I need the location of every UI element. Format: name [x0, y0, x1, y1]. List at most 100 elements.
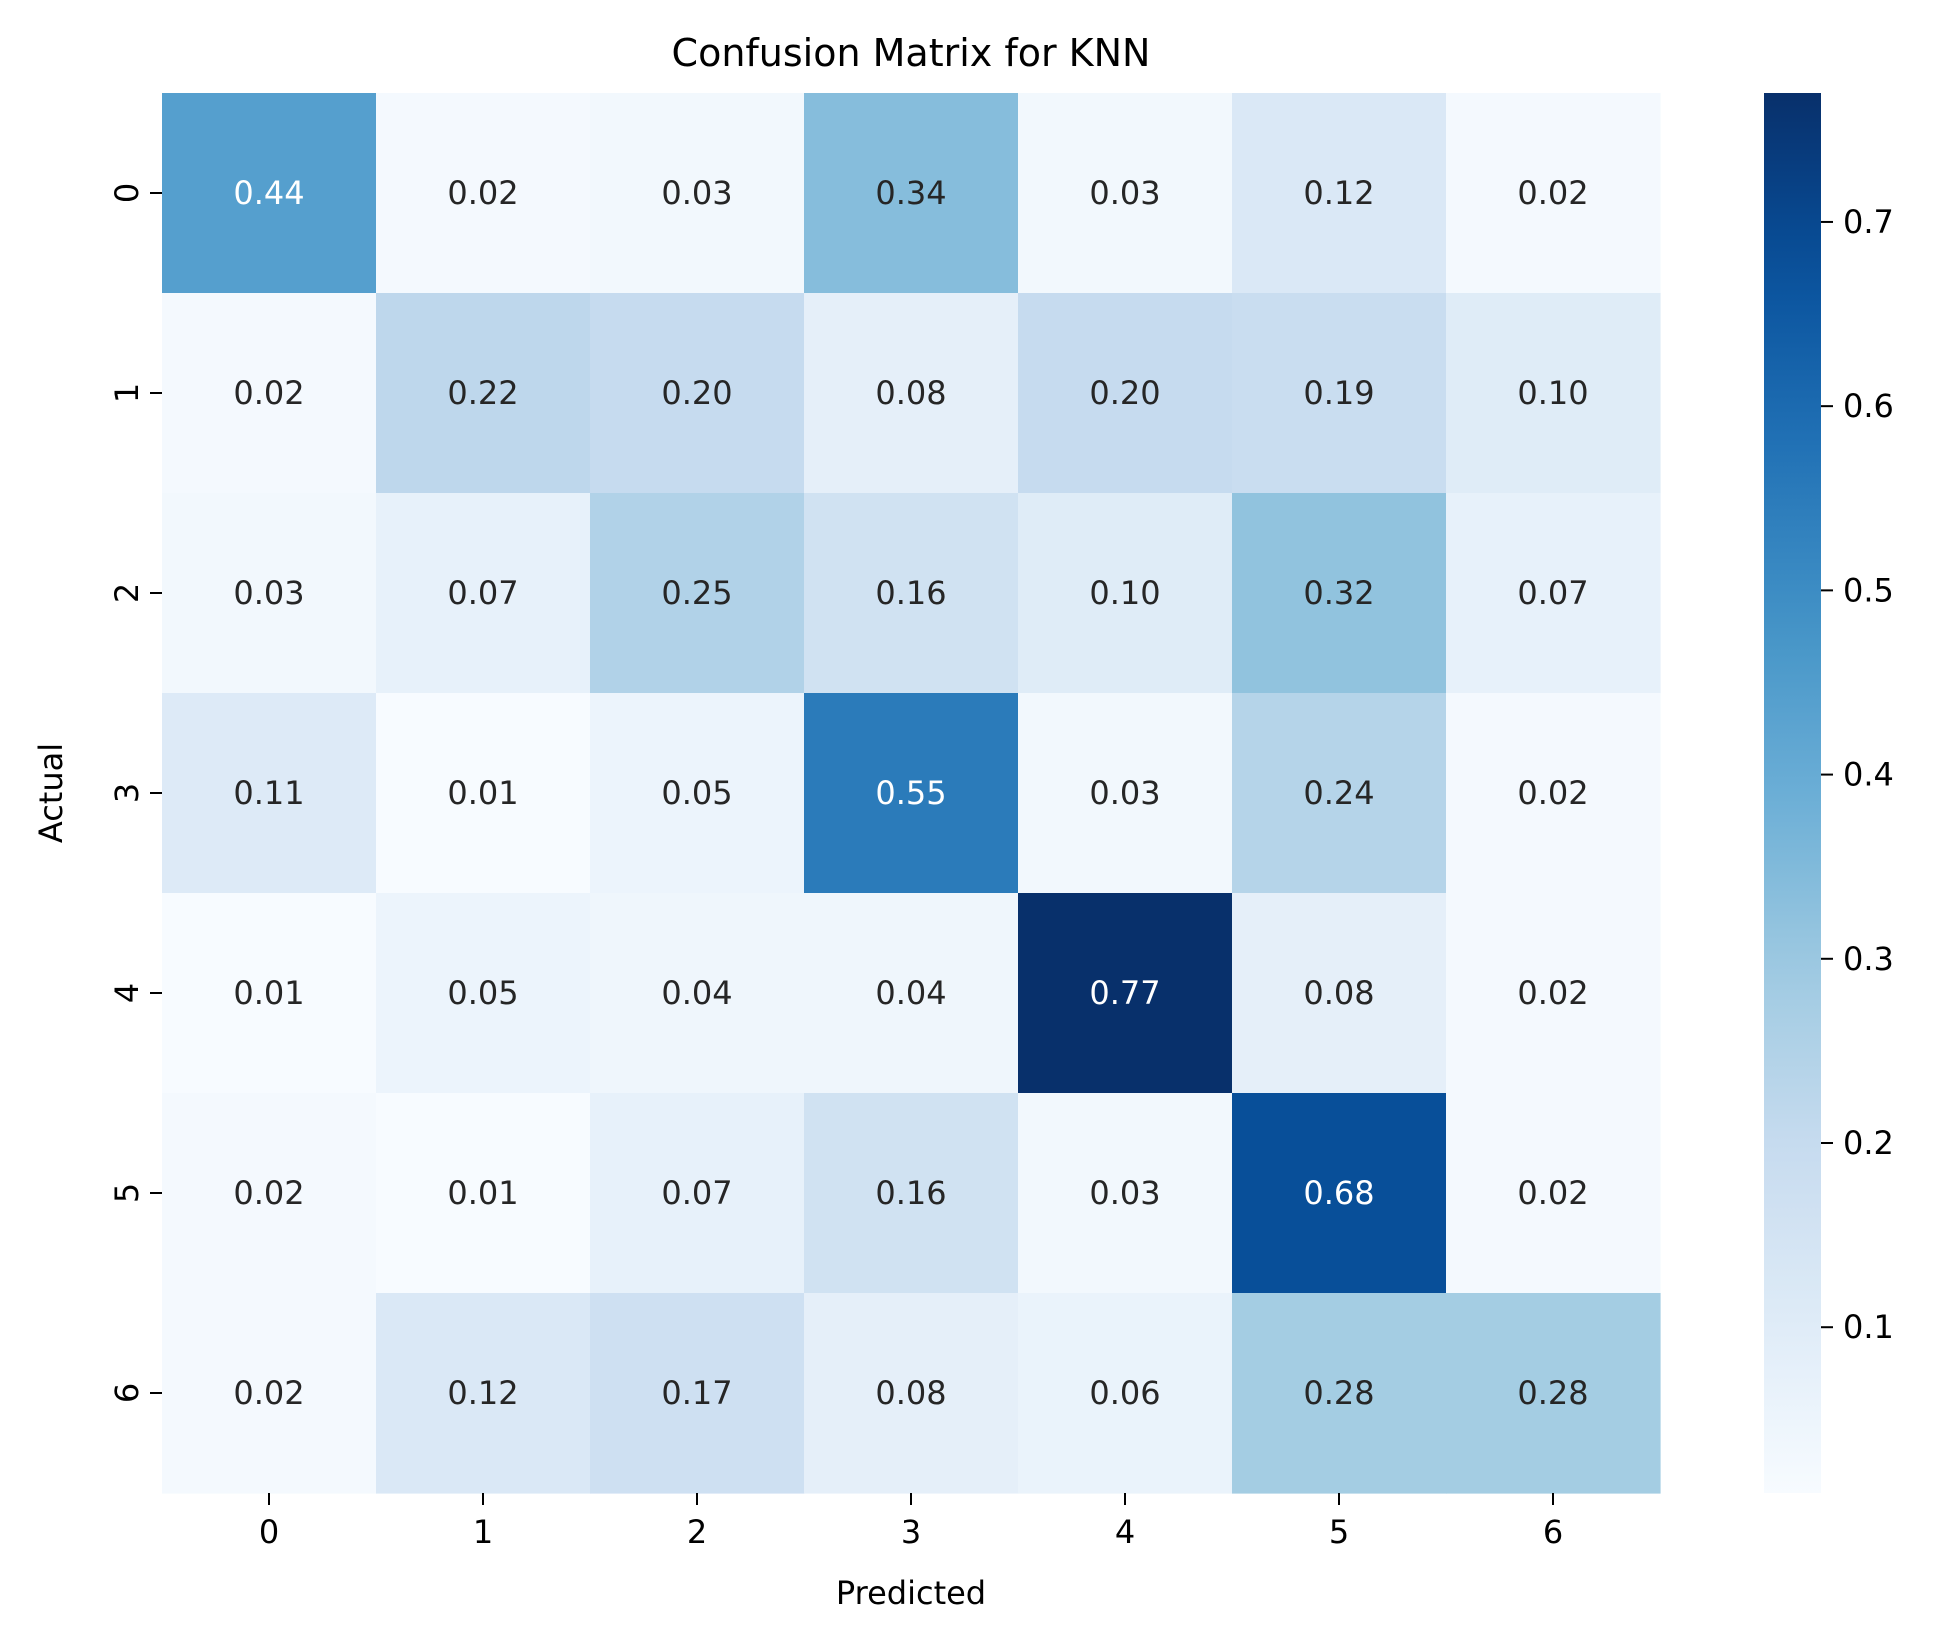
heatmap-cell	[804, 693, 1019, 894]
cell-value-label: 0.20	[1089, 374, 1160, 412]
heatmap-cell	[162, 1093, 377, 1294]
x-tick-label: 4	[1115, 1513, 1135, 1551]
chart-title: Confusion Matrix for KNN	[672, 31, 1151, 75]
cell-value-label: 0.17	[661, 1374, 732, 1412]
y-tick-label: 5	[108, 1183, 146, 1203]
cell-value-label: 0.02	[233, 1174, 304, 1212]
x-axis-label: Predicted	[836, 1574, 986, 1612]
heatmap-cell	[1446, 493, 1661, 694]
cell-value-label: 0.05	[447, 974, 518, 1012]
heatmap-cell	[162, 93, 377, 294]
heatmap-cell	[1018, 693, 1233, 894]
heatmap-cell	[1446, 693, 1661, 894]
cell-value-label: 0.04	[875, 974, 946, 1012]
x-tick-label: 1	[473, 1513, 493, 1551]
heatmap-cell	[1446, 293, 1661, 494]
heatmap-cell	[376, 1293, 591, 1494]
cell-value-label: 0.07	[661, 1174, 732, 1212]
cell-value-label: 0.16	[875, 574, 946, 612]
cell-value-label: 0.01	[447, 774, 518, 812]
heatmap-cell	[1232, 293, 1447, 494]
cell-value-label: 0.68	[1303, 1174, 1374, 1212]
cell-value-label: 0.01	[233, 974, 304, 1012]
cell-value-label: 0.28	[1517, 1374, 1588, 1412]
heatmap-cell	[1018, 893, 1233, 1094]
cell-value-label: 0.44	[233, 174, 304, 212]
heatmap-cell	[376, 93, 591, 294]
heatmap-cell	[1018, 493, 1233, 694]
cell-value-label: 0.10	[1517, 374, 1588, 412]
cell-value-label: 0.03	[233, 574, 304, 612]
heatmap-cell	[162, 893, 377, 1094]
cell-value-label: 0.11	[233, 774, 304, 812]
y-tick-label: 0	[108, 183, 146, 203]
x-tick-label: 2	[687, 1513, 707, 1551]
heatmap-cell	[1232, 493, 1447, 694]
heatmap-cell	[590, 493, 805, 694]
y-tick-label: 6	[108, 1383, 146, 1403]
heatmap-cell	[590, 693, 805, 894]
heatmap-grid	[162, 93, 1661, 1494]
y-tick-label: 4	[108, 983, 146, 1003]
cell-value-label: 0.22	[447, 374, 518, 412]
heatmap-cell	[804, 93, 1019, 294]
y-axis-label: Actual	[32, 743, 70, 843]
heatmap-cell	[1446, 1293, 1661, 1494]
heatmap-cell	[376, 1093, 591, 1294]
heatmap-cell	[590, 1093, 805, 1294]
cell-value-label: 0.28	[1303, 1374, 1374, 1412]
cell-value-label: 0.24	[1303, 774, 1374, 812]
x-tick-label: 5	[1329, 1513, 1349, 1551]
heatmap-cell	[376, 493, 591, 694]
x-tick-label: 3	[901, 1513, 921, 1551]
cell-value-label: 0.12	[1303, 174, 1374, 212]
cell-value-label: 0.34	[875, 174, 946, 212]
heatmap-cell	[590, 1293, 805, 1494]
heatmap-cell	[590, 893, 805, 1094]
cell-value-label: 0.06	[1089, 1374, 1160, 1412]
heatmap-cell	[804, 293, 1019, 494]
heatmap-cell	[590, 293, 805, 494]
cell-value-label: 0.02	[1517, 974, 1588, 1012]
cell-value-label: 0.05	[661, 774, 732, 812]
heatmap-cell	[1446, 893, 1661, 1094]
colorbar-tick-label: 0.7	[1843, 203, 1894, 241]
colorbar: 0.1 0.2 0.3 0.4 0.5 0.6 0.7	[1764, 93, 1894, 1493]
heatmap-cell	[1232, 1093, 1447, 1294]
heatmap-cell	[590, 93, 805, 294]
heatmap-cell	[1018, 93, 1233, 294]
x-axis: 0 1 2 3 4 5 6	[259, 1493, 1563, 1551]
heatmap-cell	[1446, 93, 1661, 294]
heatmap-cell	[804, 1093, 1019, 1294]
colorbar-gradient	[1764, 93, 1821, 1493]
cell-value-label: 0.25	[661, 574, 732, 612]
heatmap-cell	[376, 893, 591, 1094]
heatmap-cell	[804, 493, 1019, 694]
cell-value-label: 0.02	[1517, 774, 1588, 812]
cell-value-label: 0.16	[875, 1174, 946, 1212]
colorbar-tick-label: 0.6	[1843, 387, 1894, 425]
heatmap-cell	[804, 1293, 1019, 1494]
cell-value-label: 0.01	[447, 1174, 518, 1212]
cell-value-label: 0.02	[233, 374, 304, 412]
cell-value-label: 0.12	[447, 1374, 518, 1412]
y-tick-label: 1	[108, 383, 146, 403]
y-tick-label: 2	[108, 583, 146, 603]
heatmap-cell	[1232, 693, 1447, 894]
x-tick-label: 0	[259, 1513, 279, 1551]
cell-value-label: 0.07	[1517, 574, 1588, 612]
cell-value-label: 0.08	[875, 1374, 946, 1412]
heatmap-cell-labels: 0.44 0.02 0.03 0.34 0.03 0.12 0.02 0.02 0.22 0.20…	[233, 174, 1588, 1412]
heatmap-cell	[376, 693, 591, 894]
cell-value-label: 0.03	[1089, 1174, 1160, 1212]
colorbar-tick-label: 0.4	[1843, 756, 1894, 794]
cell-value-label: 0.08	[875, 374, 946, 412]
cell-value-label: 0.07	[447, 574, 518, 612]
cell-value-label: 0.20	[661, 374, 732, 412]
heatmap-cell	[1446, 1093, 1661, 1294]
heatmap-cell	[1232, 893, 1447, 1094]
cell-value-label: 0.03	[1089, 174, 1160, 212]
cell-value-label: 0.77	[1089, 974, 1160, 1012]
x-tick-label: 6	[1543, 1513, 1563, 1551]
